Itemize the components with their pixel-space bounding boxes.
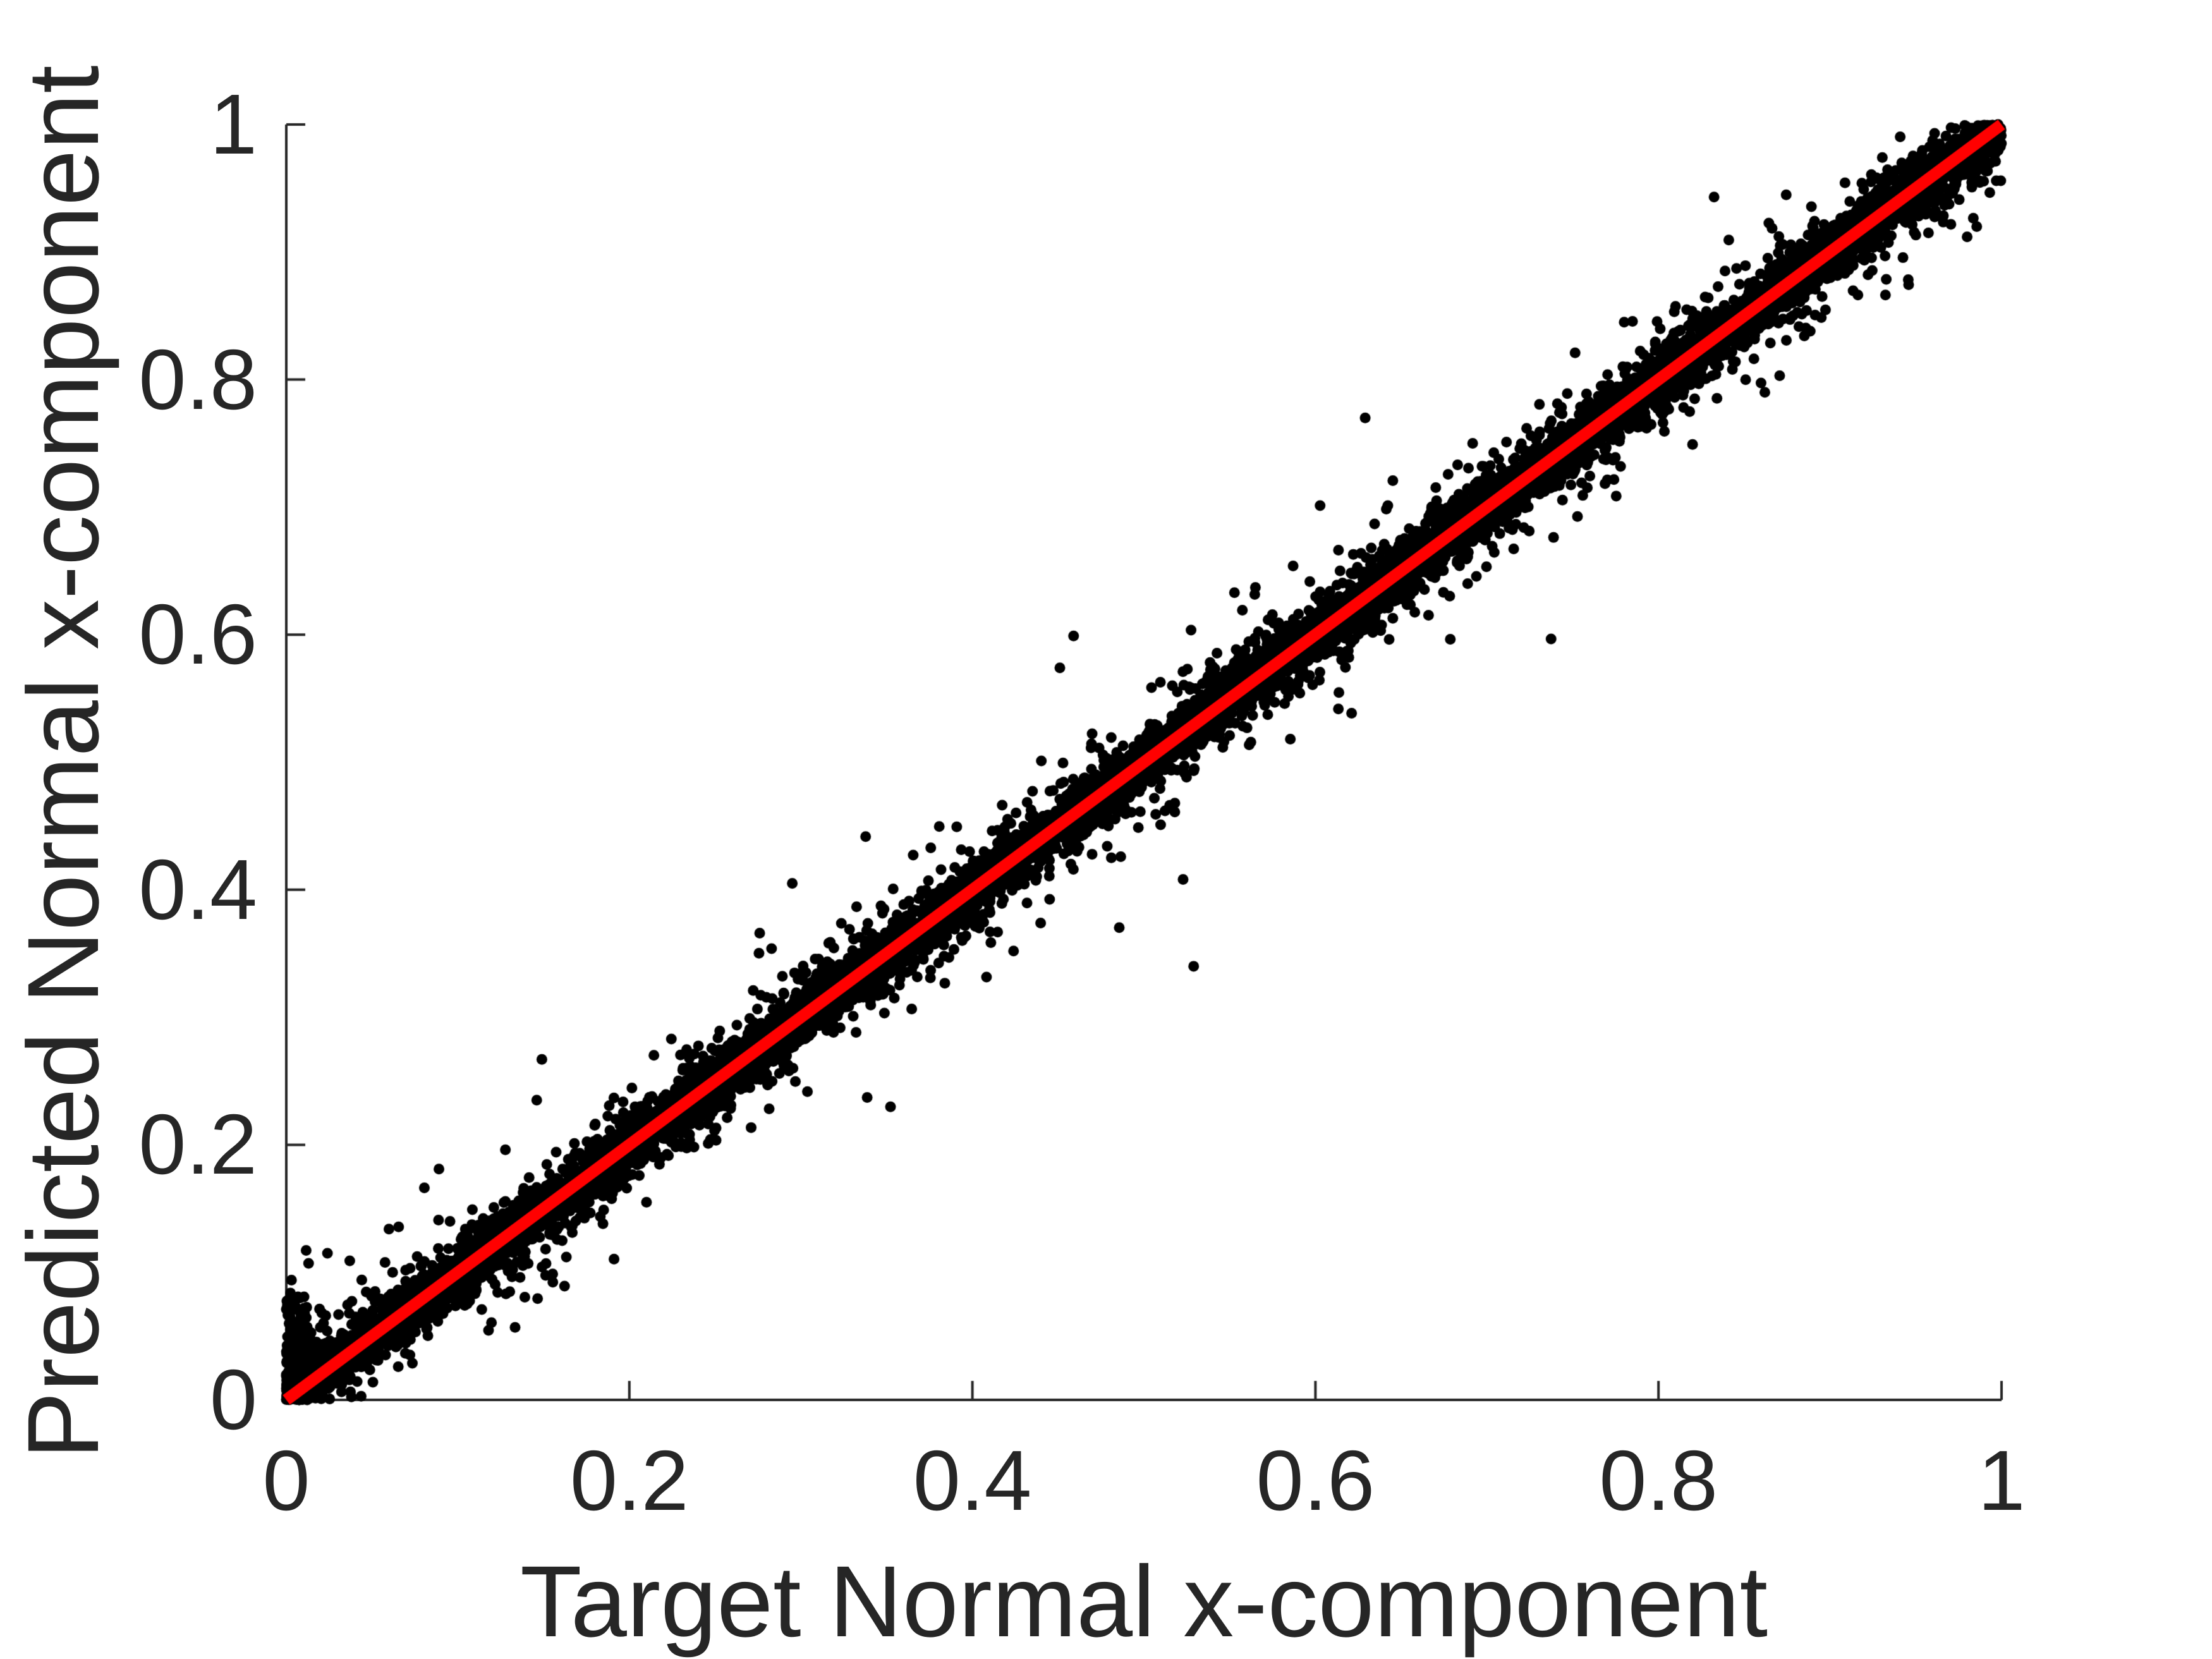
- x-tick-label: 0.2: [569, 1433, 689, 1528]
- y-tick-label: 0.6: [138, 586, 257, 683]
- x-tick-label: 0.4: [913, 1433, 1032, 1528]
- x-axis-title: Target Normal x-component: [520, 1545, 1768, 1658]
- y-axis-title: Predicted Normal x-component: [6, 65, 119, 1459]
- y-tick-label: 1: [209, 76, 257, 172]
- y-tick-label: 0.4: [138, 841, 257, 937]
- y-tick-label: 0: [209, 1352, 257, 1447]
- x-tick-label: 0.8: [1599, 1433, 1718, 1528]
- y-tick-label: 0.2: [138, 1097, 257, 1193]
- x-tick-label: 1: [1978, 1433, 2026, 1528]
- x-tick-label: 0: [262, 1433, 310, 1528]
- y-tick-label: 0.8: [138, 331, 257, 427]
- x-tick-label: 0.6: [1256, 1433, 1375, 1528]
